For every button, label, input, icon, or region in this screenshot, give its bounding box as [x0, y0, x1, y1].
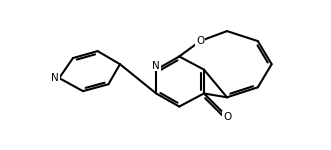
- Text: N: N: [51, 73, 59, 83]
- Text: O: O: [196, 36, 204, 46]
- Text: O: O: [223, 112, 231, 122]
- Text: N: N: [152, 61, 160, 71]
